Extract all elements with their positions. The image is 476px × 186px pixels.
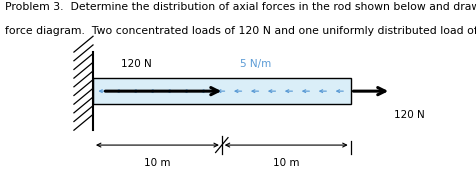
Bar <box>93 78 350 104</box>
Text: 120 N: 120 N <box>120 59 151 69</box>
Text: 10 m: 10 m <box>144 158 170 168</box>
Text: Problem 3.  Determine the distribution of axial forces in the rod shown below an: Problem 3. Determine the distribution of… <box>5 2 476 12</box>
Text: 5 N/m: 5 N/m <box>239 59 270 69</box>
Text: force diagram.  Two concentrated loads of 120 N and one uniformly distributed lo: force diagram. Two concentrated loads of… <box>5 26 476 36</box>
Text: 120 N: 120 N <box>393 110 423 120</box>
Text: 10 m: 10 m <box>272 158 299 168</box>
